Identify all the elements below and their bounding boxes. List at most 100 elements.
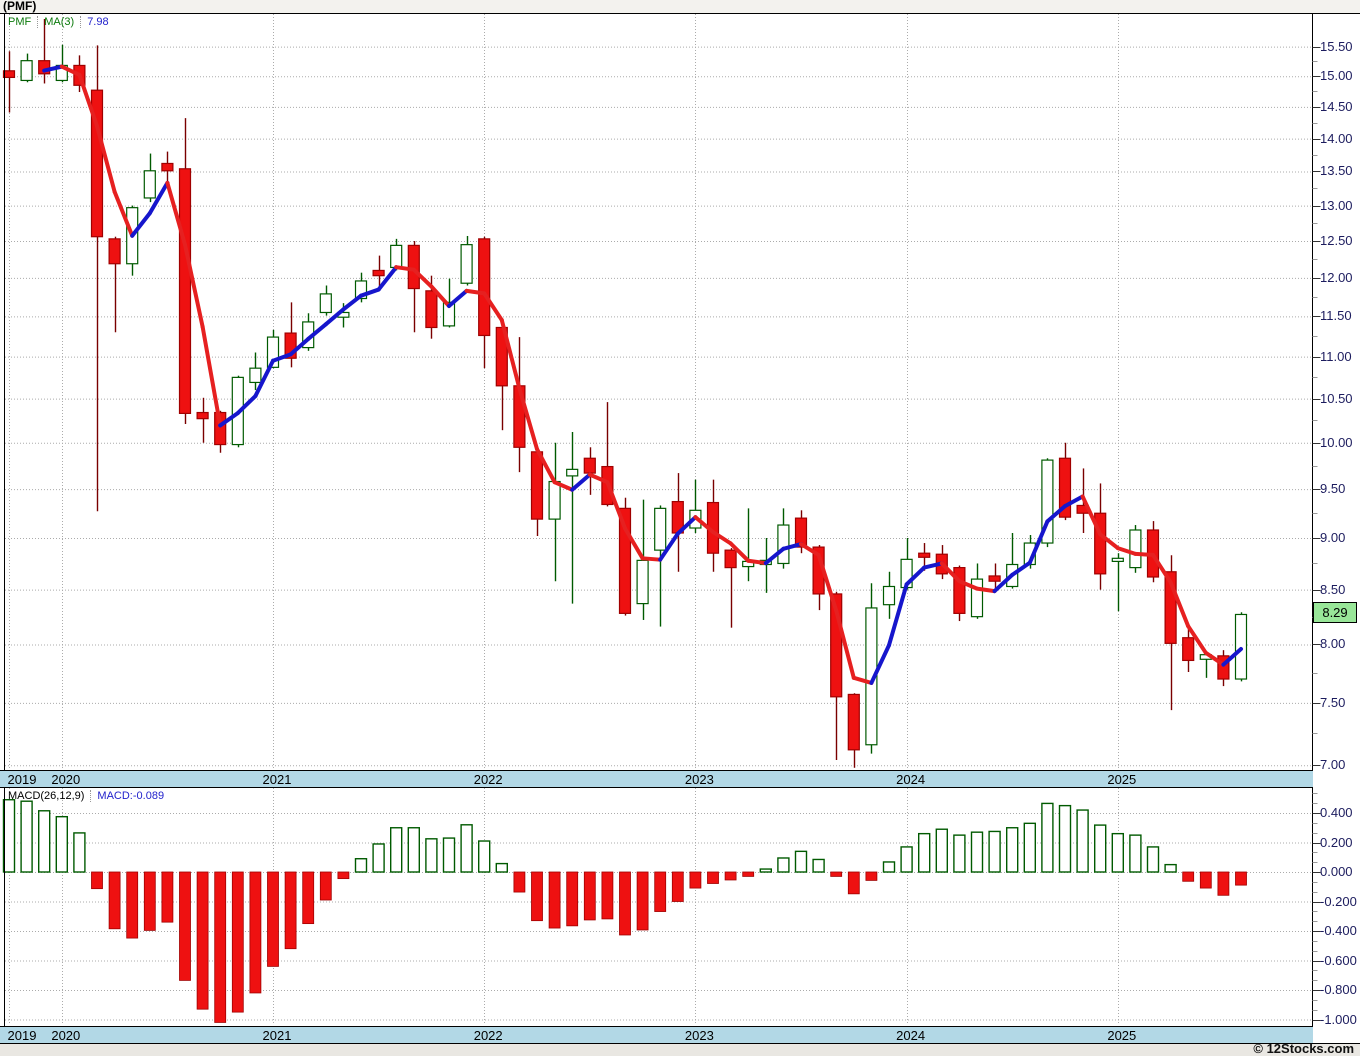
- ma3-line-segment: [288, 336, 311, 357]
- macd-bar-negative: [196, 871, 209, 1010]
- ma3-line-segment: [535, 447, 557, 485]
- candle-bearish: [2, 70, 16, 79]
- candle-bearish: [478, 238, 491, 337]
- macd-bar-negative: [91, 871, 103, 890]
- legend-symbol: PMF: [8, 16, 32, 28]
- ma3-line-segment: [957, 579, 979, 591]
- ma3-line-segment: [359, 287, 381, 298]
- macd-bar-negative: [724, 871, 737, 881]
- macd-bar-positive: [407, 827, 420, 873]
- candle-bearish: [1182, 637, 1195, 662]
- macd-bar-negative: [267, 871, 279, 967]
- candle-bearish: [583, 457, 596, 474]
- ma3-line-segment: [904, 565, 927, 587]
- ma3-line-segment: [1186, 624, 1208, 655]
- candle-bullish: [390, 244, 403, 269]
- macd-axis-label: -0.600: [1320, 952, 1357, 968]
- macd-bar-positive: [1023, 822, 1037, 873]
- macd-bar-positive: [354, 858, 368, 873]
- ma3-line-segment: [851, 675, 874, 685]
- year-label: 2025: [1107, 1028, 1137, 1043]
- year-label: 2024: [896, 1028, 926, 1043]
- macd-bar-negative: [284, 871, 297, 950]
- ma3-line-segment: [693, 515, 715, 534]
- macd-bar-negative: [231, 871, 244, 1013]
- macd-bar-negative: [583, 871, 596, 921]
- ma3-line-segment: [464, 288, 487, 296]
- macd-bar-positive: [73, 832, 86, 873]
- ma3-line-segment: [939, 561, 962, 584]
- candle-bullish: [882, 585, 896, 606]
- ma3-line-segment: [799, 542, 821, 557]
- candle-bearish: [425, 290, 438, 329]
- ma3-line-segment: [623, 526, 645, 561]
- ma3-line-segment: [992, 572, 1015, 594]
- ma3-line-segment: [1063, 494, 1085, 509]
- macd-bar-positive: [900, 846, 913, 873]
- macd-axis-label: 0.200: [1320, 834, 1353, 850]
- macd-bar-positive: [1129, 834, 1142, 873]
- macd-bar-positive: [1058, 804, 1072, 873]
- macd-legend: MACD(26,12,9) MACD:-0.089: [8, 790, 165, 803]
- ma3-line-segment: [482, 291, 504, 323]
- ma3-line-segment: [781, 542, 803, 551]
- ma3-line-segment: [271, 352, 293, 363]
- ma3-line-segment: [640, 556, 663, 562]
- last-price-badge: 8.29: [1313, 602, 1357, 623]
- ma3-line-segment: [1151, 552, 1173, 585]
- ma3-line-segment: [499, 318, 522, 391]
- candle-bearish: [407, 244, 420, 290]
- price-axis-label: 8.00: [1320, 636, 1346, 652]
- candle-bearish: [284, 332, 297, 359]
- macd-bar-negative: [548, 871, 561, 929]
- macd-bar-positive: [812, 858, 825, 873]
- price-axis-label: 12.50: [1320, 233, 1353, 249]
- macd-bar-negative: [531, 871, 543, 922]
- candle-bearish: [618, 507, 632, 614]
- ma3-line-segment: [570, 472, 592, 492]
- macd-bar-negative: [161, 871, 174, 923]
- candle-bullish: [249, 367, 262, 384]
- macd-bar-positive: [478, 840, 491, 873]
- macd-bar-negative: [1235, 871, 1247, 886]
- candle-bearish: [161, 162, 174, 172]
- price-axis-label: 9.00: [1320, 530, 1346, 545]
- candle-bearish: [1164, 571, 1177, 644]
- price-axis-label: 7.00: [1320, 757, 1346, 773]
- price-axis-label: 14.50: [1320, 98, 1353, 114]
- candle-bearish: [108, 238, 121, 265]
- candle-bearish: [724, 549, 737, 569]
- macd-bar-negative: [214, 871, 227, 1023]
- ma3-line-segment: [711, 529, 733, 546]
- candle-bearish: [372, 269, 385, 277]
- year-band-bottom: 2019 2020 2021 2022 2023 2024 2025: [0, 1026, 1313, 1044]
- price-axis-label: 12.00: [1320, 269, 1353, 285]
- price-axis-label: 10.00: [1320, 434, 1353, 450]
- candle-bullish: [654, 507, 667, 551]
- candle-bearish: [794, 517, 808, 548]
- macd-bar-positive: [1006, 827, 1019, 873]
- macd-bar-negative: [601, 871, 614, 920]
- candle-bullish: [442, 301, 456, 327]
- macd-legend-label: MACD(26,12,9): [8, 790, 85, 802]
- ma3-line-segment: [323, 307, 346, 327]
- macd-axis-label: -1.000: [1320, 1011, 1357, 1027]
- macd-bar-negative: [566, 871, 579, 927]
- candle-bearish: [1094, 512, 1107, 575]
- macd-bar-positive: [55, 815, 68, 873]
- price-axis-label: 8.50: [1320, 581, 1346, 597]
- ma3-line-segment: [816, 552, 839, 613]
- ma3-line-segment: [517, 386, 539, 452]
- macd-bar-negative: [513, 871, 526, 893]
- macd-bar-positive: [918, 832, 931, 873]
- macd-legend-value: MACD:-0.089: [97, 790, 165, 802]
- year-label: 2021: [262, 772, 292, 787]
- price-axis-label: 13.00: [1320, 197, 1353, 213]
- candle-bullish: [460, 244, 473, 284]
- macd-bar-positive: [953, 834, 966, 873]
- macd-bar-negative: [830, 871, 843, 877]
- macd-bar-negative: [865, 871, 878, 881]
- year-label: 2022: [473, 772, 503, 787]
